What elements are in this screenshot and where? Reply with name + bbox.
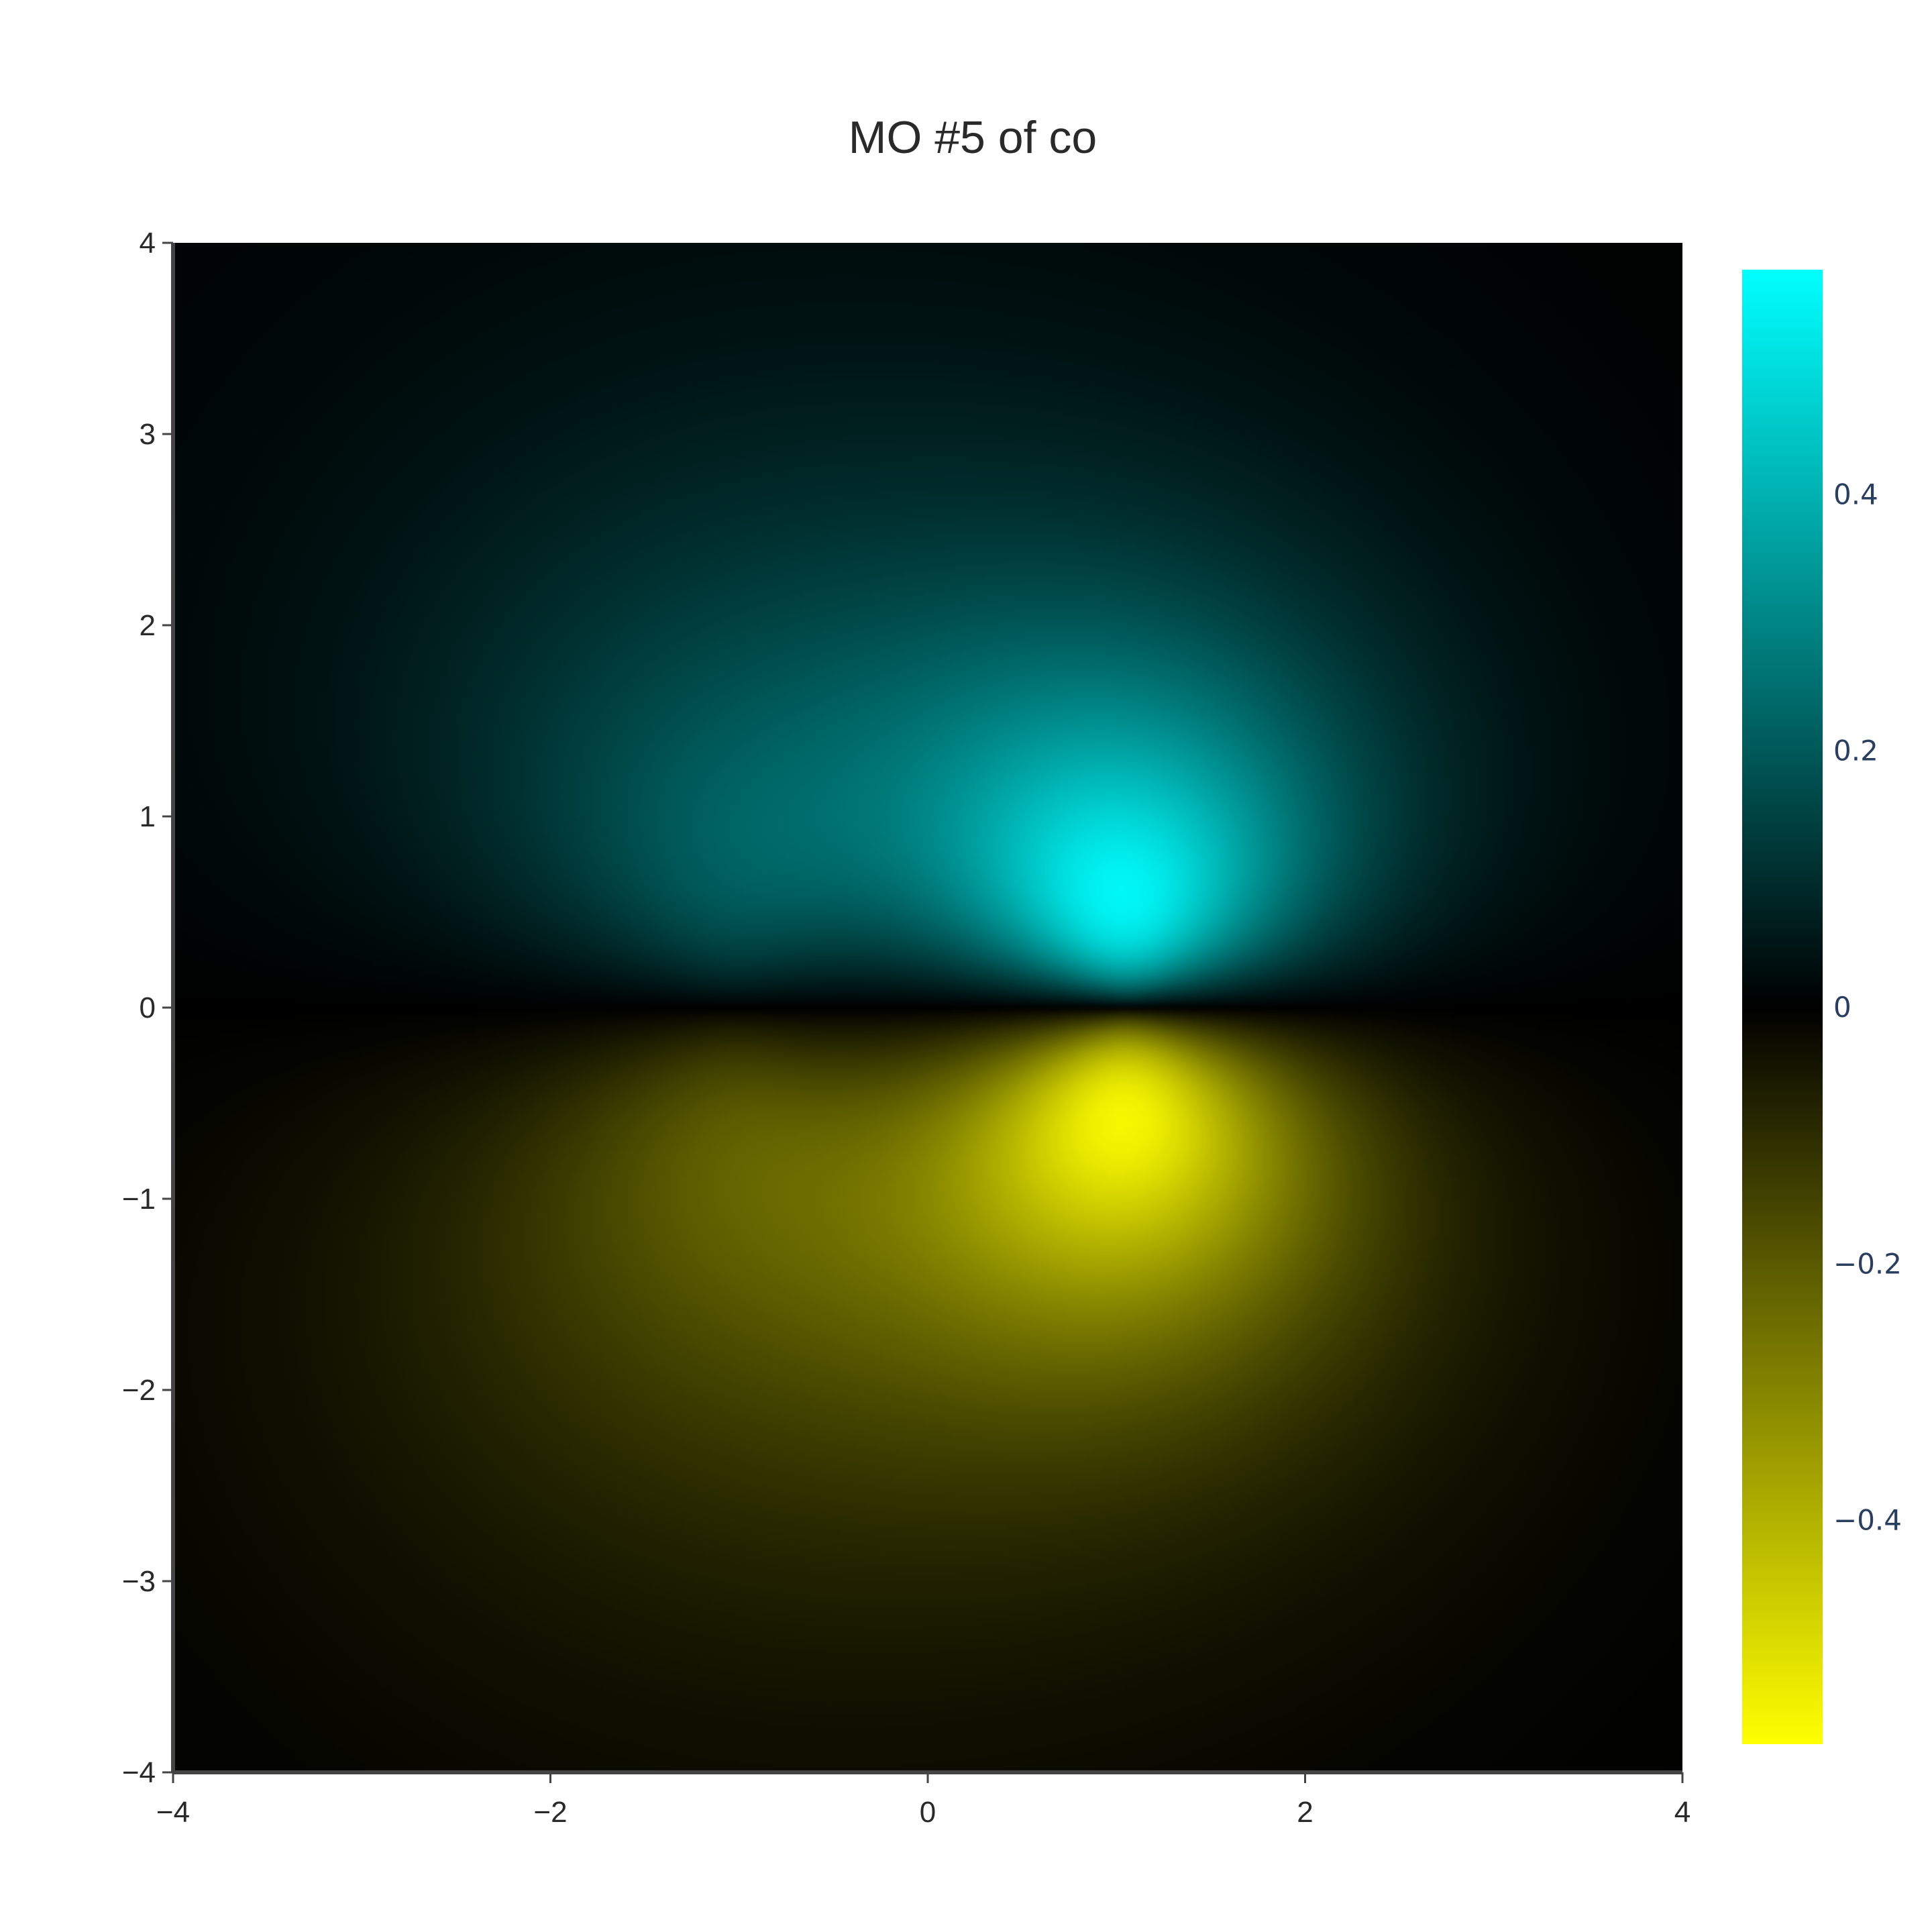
y-tick-label: 2	[140, 609, 156, 642]
heatmap-image	[173, 243, 1682, 1772]
colorbar: 0.4 0.2 0 −0.2 −0.4	[1742, 270, 1902, 1744]
y-tick-label: 1	[140, 800, 156, 833]
y-tick-label: 4	[140, 227, 156, 260]
x-tick-label: −2	[533, 1796, 567, 1829]
heatmap-plot-area	[173, 243, 1682, 1772]
y-tick-label: 0	[140, 991, 156, 1024]
x-tick-label: 4	[1674, 1796, 1690, 1829]
x-tick-label: 0	[920, 1796, 936, 1829]
colorbar-gradient	[1742, 270, 1823, 1744]
chart-title: MO #5 of co	[849, 112, 1097, 163]
y-tick-label: −1	[122, 1183, 156, 1216]
colorbar-tick-label: 0.4	[1833, 478, 1878, 511]
y-tick-label: −2	[122, 1374, 156, 1407]
x-axis: −4 −2 0 2 4	[156, 1770, 1690, 1829]
colorbar-tick-label: 0	[1833, 991, 1851, 1024]
x-tick-label: 2	[1297, 1796, 1313, 1829]
x-tick-label: −4	[156, 1796, 190, 1829]
y-tick-label: −4	[122, 1756, 156, 1789]
colorbar-tick-label: −0.4	[1833, 1504, 1902, 1537]
y-axis: −4 −3 −2 −1 0 1 2 3 4	[122, 227, 175, 1789]
colorbar-tick-label: −0.2	[1833, 1247, 1902, 1280]
y-tick-label: −3	[122, 1565, 156, 1598]
y-tick-label: 3	[140, 418, 156, 451]
colorbar-tick-label: 0.2	[1833, 735, 1878, 767]
